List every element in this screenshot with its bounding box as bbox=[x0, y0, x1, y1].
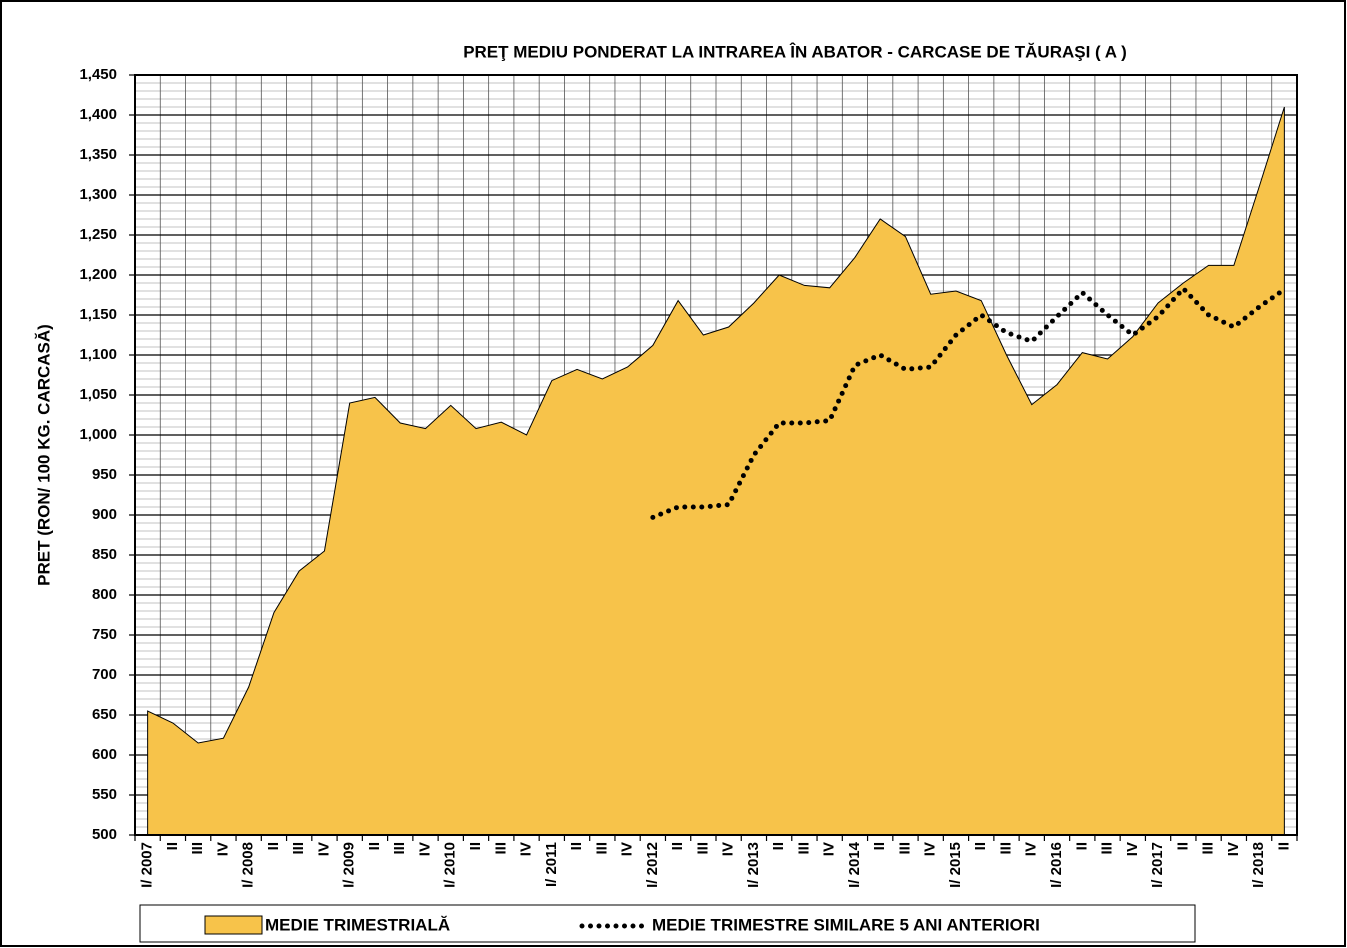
x-tick-label: IV bbox=[214, 842, 231, 856]
y-tick-label: 850 bbox=[92, 546, 117, 563]
y-tick-label: 950 bbox=[92, 466, 117, 483]
y-tick-label: 900 bbox=[92, 506, 117, 523]
x-tick-label: I/ 2016 bbox=[1048, 842, 1065, 888]
x-tick-label: III bbox=[290, 842, 307, 855]
x-tick-label: II bbox=[871, 842, 888, 850]
y-tick-label: 500 bbox=[92, 826, 117, 843]
x-tick-label: III bbox=[997, 842, 1014, 855]
x-tick-label: II bbox=[770, 842, 787, 850]
x-tick-label: I/ 2010 bbox=[442, 842, 459, 888]
y-tick-label: 800 bbox=[92, 586, 117, 603]
x-tick-label: III bbox=[694, 842, 711, 855]
y-tick-label: 1,300 bbox=[79, 186, 117, 203]
x-tick-label: IV bbox=[619, 842, 636, 856]
y-tick-label: 1,100 bbox=[79, 346, 117, 363]
y-tick-label: 750 bbox=[92, 626, 117, 643]
x-tick-label: III bbox=[1099, 842, 1116, 855]
legend bbox=[139, 904, 1196, 943]
y-tick-label: 600 bbox=[92, 746, 117, 763]
x-tick-label: II bbox=[467, 842, 484, 850]
y-tick-label: 1,000 bbox=[79, 426, 117, 443]
chart-title: PREŢ MEDIU PONDERAT LA INTRAREA ÎN ABATO… bbox=[463, 42, 1127, 61]
x-tick-label: II bbox=[669, 842, 686, 850]
x-tick-label: II bbox=[972, 842, 989, 850]
x-tick-label: I/ 2018 bbox=[1250, 842, 1267, 888]
y-tick-label: 1,250 bbox=[79, 226, 117, 243]
x-tick-label: III bbox=[492, 842, 509, 855]
x-tick-label: IV bbox=[821, 842, 838, 856]
x-tick-label: I/ 2015 bbox=[947, 842, 964, 888]
legend-swatch bbox=[204, 915, 263, 935]
x-tick-label: I/ 2012 bbox=[644, 842, 661, 888]
y-tick-label: 650 bbox=[92, 706, 117, 723]
y-tick-label: 1,050 bbox=[79, 386, 117, 403]
y-tick-label: 550 bbox=[92, 786, 117, 803]
x-tick-label: IV bbox=[315, 842, 332, 856]
x-tick-label: III bbox=[593, 842, 610, 855]
x-tick-label: II bbox=[568, 842, 585, 850]
x-tick-label: II bbox=[1174, 842, 1191, 850]
x-tick-label: II bbox=[164, 842, 181, 850]
x-tick-label: IV bbox=[1023, 842, 1040, 856]
y-tick-label: 1,200 bbox=[79, 266, 117, 283]
y-tick-label: 700 bbox=[92, 666, 117, 683]
area bbox=[147, 106, 1285, 836]
x-tick-label: IV bbox=[1225, 842, 1242, 856]
x-tick-label: I/ 2011 bbox=[543, 842, 560, 887]
legend-label: MEDIE TRIMESTRE SIMILARE 5 ANI ANTERIORI bbox=[652, 915, 1040, 934]
x-tick-label: I/ 2009 bbox=[341, 842, 358, 888]
x-tick-label: III bbox=[795, 842, 812, 855]
x-tick-label: II bbox=[1275, 842, 1292, 850]
x-tick-label: II bbox=[265, 842, 282, 850]
line bbox=[650, 284, 1287, 520]
x-tick-label: I/ 2013 bbox=[745, 842, 762, 888]
x-tick-label: I/ 2007 bbox=[139, 842, 156, 888]
y-tick-label: 1,400 bbox=[79, 106, 117, 123]
y-tick-label: 1,450 bbox=[79, 66, 117, 83]
x-tick-label: III bbox=[1200, 842, 1217, 855]
x-tick-label: IV bbox=[416, 842, 433, 856]
x-tick-label: I/ 2017 bbox=[1149, 842, 1166, 888]
x-tick-label: II bbox=[1073, 842, 1090, 850]
x-tick-label: III bbox=[391, 842, 408, 855]
x-tick-label: II bbox=[366, 842, 383, 850]
legend-label: MEDIE TRIMESTRIALĂ bbox=[265, 915, 450, 934]
x-tick-label: IV bbox=[518, 842, 535, 856]
x-tick-label: I/ 2008 bbox=[240, 842, 257, 888]
y-tick-label: 1,150 bbox=[79, 306, 117, 323]
x-tick-label: I/ 2014 bbox=[846, 841, 863, 888]
x-tick-label: IV bbox=[922, 842, 939, 856]
x-tick-label: IV bbox=[720, 842, 737, 856]
y-tick-label: 1,350 bbox=[79, 146, 117, 163]
x-tick-label: III bbox=[189, 842, 206, 855]
x-tick-label: III bbox=[896, 842, 913, 855]
plot-border bbox=[134, 74, 1298, 836]
y-axis-label: PRET (RON/ 100 KG. CARCASĂ) bbox=[34, 324, 53, 586]
x-tick-label: IV bbox=[1124, 842, 1141, 856]
